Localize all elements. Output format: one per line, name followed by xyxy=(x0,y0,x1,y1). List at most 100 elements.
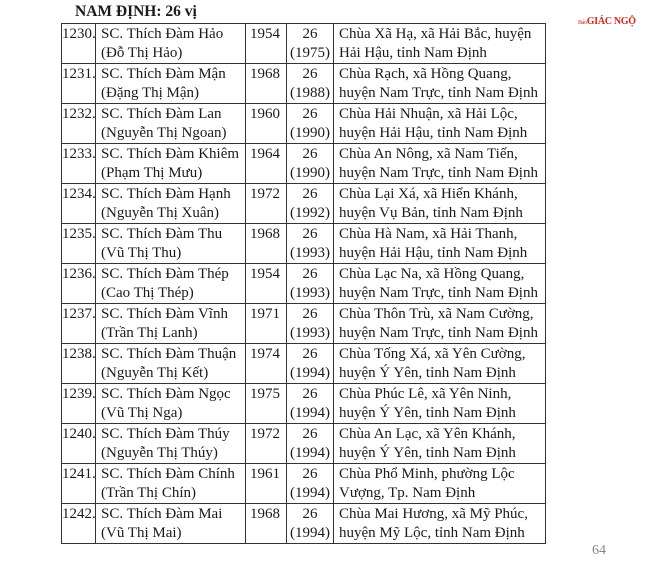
ordination-cell: 26 (1988) xyxy=(286,63,334,104)
row-number: 1238. xyxy=(61,343,96,384)
ordination-cell: 26 (1993) xyxy=(286,223,334,264)
row-number: 1231. xyxy=(61,63,96,104)
table-row: 1230. SC. Thích Đàm Hảo (Đỗ Thị Hảo) 1954 26… xyxy=(61,23,546,64)
address: Chùa Thôn Trù, xã Nam Cường, huyện Nam T… xyxy=(333,303,546,344)
birth-year: 1964 xyxy=(245,143,287,184)
table-row: 1240. SC. Thích Đàm Thúy (Nguyễn Thị Thúy)… xyxy=(61,423,546,464)
lay-name: (Vũ Thị Thu) xyxy=(101,245,182,261)
row-number: 1237. xyxy=(61,303,96,344)
lay-name: (Nguyễn Thị Xuân) xyxy=(101,205,220,221)
ordination-age: 26 xyxy=(302,66,318,82)
lay-name: (Trần Thị Chín) xyxy=(101,485,197,501)
address: Chùa Rạch, xã Hồng Quang, huyện Nam Trực… xyxy=(333,63,546,104)
birth-year: 1968 xyxy=(245,223,287,264)
dharma-name: SC. Thích Đàm Thép xyxy=(101,266,229,282)
birth-year: 1971 xyxy=(245,303,287,344)
row-number: 1242. xyxy=(61,503,96,544)
ordination-year: (1993) xyxy=(290,245,330,261)
lay-name: (Phạm Thị Mưu) xyxy=(101,165,203,181)
lay-name: (Nguyễn Thị Kết) xyxy=(101,365,209,381)
ordination-year: (1994) xyxy=(290,405,330,421)
lay-name: (Nguyễn Thị Thúy) xyxy=(101,445,218,461)
nuns-table: 1230. SC. Thích Đàm Hảo (Đỗ Thị Hảo) 1954 26… xyxy=(61,23,546,544)
ordination-age: 26 xyxy=(302,386,318,402)
dharma-name: SC. Thích Đàm Lan xyxy=(101,106,222,122)
row-number: 1234. xyxy=(61,183,96,224)
table-row: 1235. SC. Thích Đàm Thu (Vũ Thị Thu) 1968 26… xyxy=(61,223,546,264)
ordination-cell: 26 (1994) xyxy=(286,463,334,504)
row-number: 1236. xyxy=(61,263,96,304)
address: Chùa Lại Xá, xã Hiển Khánh, huyện Vụ Bản… xyxy=(333,183,546,224)
dharma-name: SC. Thích Đàm Ngọc xyxy=(101,386,231,402)
dharma-name: SC. Thích Đàm Thuận xyxy=(101,346,237,362)
name-cell: SC. Thích Đàm Khiêm (Phạm Thị Mưu) xyxy=(95,143,246,184)
table-row: 1238. SC. Thích Đàm Thuận (Nguyễn Thị Kết)… xyxy=(61,343,546,384)
name-cell: SC. Thích Đàm Vĩnh (Trần Thị Lanh) xyxy=(95,303,246,344)
address: Chùa Lạc Na, xã Hồng Quang, huyện Nam Tr… xyxy=(333,263,546,304)
ordination-cell: 26 (1993) xyxy=(286,263,334,304)
ordination-cell: 26 (1992) xyxy=(286,183,334,224)
ordination-year: (1994) xyxy=(290,485,330,501)
logo-small: Báo xyxy=(578,20,587,26)
ordination-year: (1990) xyxy=(290,125,330,141)
lay-name: (Trần Thị Lanh) xyxy=(101,325,198,341)
ordination-year: (1975) xyxy=(290,45,330,61)
name-cell: SC. Thích Đàm Thúy (Nguyễn Thị Thúy) xyxy=(95,423,246,464)
ordination-cell: 26 (1994) xyxy=(286,423,334,464)
dharma-name: SC. Thích Đàm Hảo xyxy=(101,26,224,42)
row-number: 1240. xyxy=(61,423,96,464)
dharma-name: SC. Thích Đàm Thúy xyxy=(101,426,230,442)
row-number: 1241. xyxy=(61,463,96,504)
row-number: 1239. xyxy=(61,383,96,424)
ordination-cell: 26 (1994) xyxy=(286,343,334,384)
name-cell: SC. Thích Đàm Hạnh (Nguyễn Thị Xuân) xyxy=(95,183,246,224)
logo-main: GIÁC NGỘ xyxy=(586,16,636,27)
lay-name: (Nguyễn Thị Ngoan) xyxy=(101,125,227,141)
ordination-cell: 26 (1993) xyxy=(286,303,334,344)
row-number: 1235. xyxy=(61,223,96,264)
ordination-age: 26 xyxy=(302,26,318,42)
row-number: 1232. xyxy=(61,103,96,144)
ordination-age: 26 xyxy=(302,466,318,482)
ordination-year: (1994) xyxy=(290,445,330,461)
ordination-age: 26 xyxy=(302,506,318,522)
name-cell: SC. Thích Đàm Ngọc (Vũ Thị Nga) xyxy=(95,383,246,424)
name-cell: SC. Thích Đàm Hảo (Đỗ Thị Hảo) xyxy=(95,23,246,64)
name-cell: SC. Thích Đàm Lan (Nguyễn Thị Ngoan) xyxy=(95,103,246,144)
address: Chùa Phúc Lê, xã Yên Ninh, huyện Ý Yên, … xyxy=(333,383,546,424)
section-heading: NAM ĐỊNH: 26 vị xyxy=(75,3,197,20)
ordination-year: (1994) xyxy=(290,365,330,381)
ordination-year: (1988) xyxy=(290,85,330,101)
ordination-cell: 26 (1975) xyxy=(286,23,334,64)
ordination-age: 26 xyxy=(302,306,318,322)
row-number: 1230. xyxy=(61,23,96,64)
table-row: 1234. SC. Thích Đàm Hạnh (Nguyễn Thị Xuân)… xyxy=(61,183,546,224)
birth-year: 1960 xyxy=(245,103,287,144)
table-row: 1232. SC. Thích Đàm Lan (Nguyễn Thị Ngoan)… xyxy=(61,103,546,144)
table-row: 1231. SC. Thích Đàm Mận (Đặng Thị Mận) 1968… xyxy=(61,63,546,104)
address: Chùa Hà Nam, xã Hải Thanh, huyện Hải Hậu… xyxy=(333,223,546,264)
page-number: 64 xyxy=(592,543,606,558)
table-row: 1233. SC. Thích Đàm Khiêm (Phạm Thị Mưu) 19… xyxy=(61,143,546,184)
table-row: 1239. SC. Thích Đàm Ngọc (Vũ Thị Nga) 1975 2… xyxy=(61,383,546,424)
name-cell: SC. Thích Đàm Thuận (Nguyễn Thị Kết) xyxy=(95,343,246,384)
ordination-age: 26 xyxy=(302,106,318,122)
birth-year: 1954 xyxy=(245,23,287,64)
row-number: 1233. xyxy=(61,143,96,184)
name-cell: SC. Thích Đàm Chính (Trần Thị Chín) xyxy=(95,463,246,504)
table-row: 1236. SC. Thích Đàm Thép (Cao Thị Thép) 195… xyxy=(61,263,546,304)
birth-year: 1961 xyxy=(245,463,287,504)
ordination-age: 26 xyxy=(302,226,318,242)
ordination-cell: 26 (1994) xyxy=(286,383,334,424)
dharma-name: SC. Thích Đàm Vĩnh xyxy=(101,306,228,322)
dharma-name: SC. Thích Đàm Mai xyxy=(101,506,223,522)
lay-name: (Đỗ Thị Hảo) xyxy=(101,45,183,61)
table-row: 1242. SC. Thích Đàm Mai (Vũ Thị Mai) 1968 26… xyxy=(61,503,546,544)
ordination-year: (1992) xyxy=(290,205,330,221)
name-cell: SC. Thích Đàm Mận (Đặng Thị Mận) xyxy=(95,63,246,104)
ordination-year: (1993) xyxy=(290,285,330,301)
birth-year: 1972 xyxy=(245,183,287,224)
address: Chùa An Lạc, xã Yên Khánh, huyện Ý Yên, … xyxy=(333,423,546,464)
lay-name: (Vũ Thị Nga) xyxy=(101,405,183,421)
address: Chùa Hải Nhuận, xã Hải Lộc, huyện Hải Hậ… xyxy=(333,103,546,144)
